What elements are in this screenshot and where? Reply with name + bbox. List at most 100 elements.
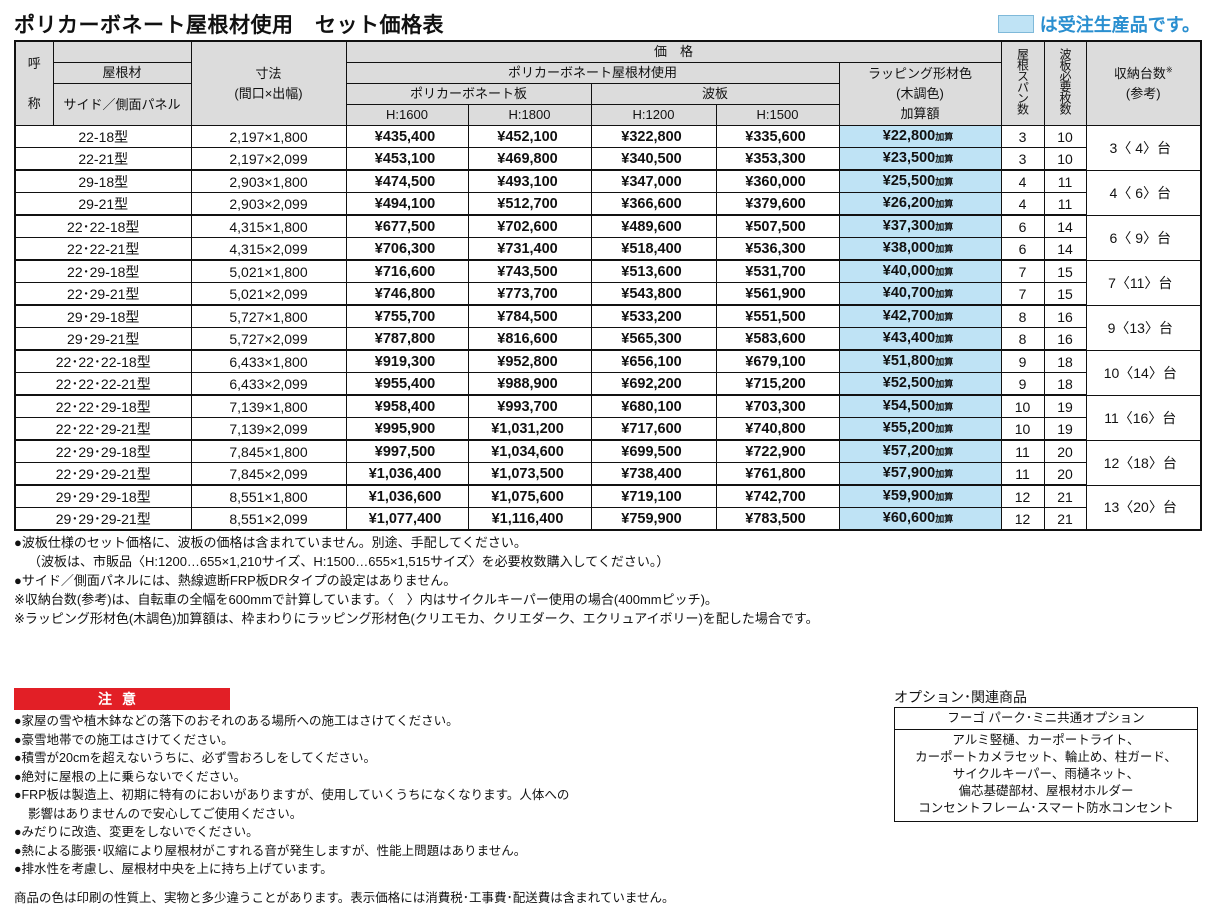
wrap-surcharge: ¥59,900加算: [838, 484, 1002, 508]
model-name: 22･22･29-21型: [14, 417, 192, 441]
storage-count: 11〈16〉台: [1085, 394, 1202, 441]
caution-item: ●絶対に屋根の上に乗らないでください。: [14, 769, 247, 784]
wrap-suffix: 加算: [935, 177, 954, 187]
wrap-value: ¥57,200: [882, 443, 936, 459]
roof-span-count: 9: [1000, 349, 1045, 373]
price-h1800: ¥1,073,500: [467, 462, 592, 486]
model-name: 22･29･29-18型: [14, 439, 192, 463]
wave-sheet-count: 19: [1043, 394, 1087, 418]
price-h1200: ¥322,800: [590, 125, 717, 148]
price-h1600: ¥494,100: [345, 192, 469, 216]
dimensions: 7,845×2,099: [190, 462, 347, 486]
caution-item: ●積雪が20cmを超えないうちに、必ず雪おろしをしてください。: [14, 751, 376, 765]
wave-sheet-count: 14: [1043, 214, 1087, 238]
price-h1800: ¥469,800: [467, 147, 592, 171]
header-h1600: H:1600: [345, 104, 469, 126]
note: ●波板仕様のセット価格に、波板の価格は含まれていません。別途、手配してください。: [14, 535, 527, 550]
wrap-suffix: 加算: [935, 357, 954, 367]
price-h1200: ¥489,600: [590, 214, 717, 238]
price-h1200: ¥717,600: [590, 417, 717, 441]
header-price: 価 格: [345, 40, 1002, 63]
header-poly-board: ポリカーボネート板: [345, 83, 592, 105]
price-h1500: ¥507,500: [715, 214, 840, 238]
options-line: サイクルキーパー、雨樋ネット、: [952, 767, 1140, 781]
options-line: カーポートカメラセット、輪止め、柱ガード、: [915, 750, 1177, 764]
price-h1200: ¥518,400: [590, 237, 717, 261]
wrap-value: ¥59,900: [882, 488, 936, 504]
wave-sheet-count: 18: [1043, 349, 1087, 373]
page-title: ポリカーボネート屋根材使用 セット価格表: [14, 14, 444, 37]
price-h1500: ¥715,200: [715, 372, 840, 396]
price-h1500: ¥679,100: [715, 349, 840, 373]
model-name: 22･22･22-21型: [14, 372, 192, 396]
roof-span-count: 7: [1000, 259, 1045, 283]
storage-count: 3〈 4〉台: [1085, 125, 1202, 171]
table-row: 29･29･29-21型 8,551×2,099 ¥1,077,400 ¥1,116,…: [14, 507, 1201, 531]
dimensions: 2,903×1,800: [190, 169, 347, 193]
table-row: 22･22･22-21型 6,433×2,099 ¥955,400 ¥988,900 ¥…: [14, 372, 1201, 396]
price-h1500: ¥561,900: [715, 282, 840, 306]
price-h1600: ¥1,036,600: [345, 484, 469, 508]
wrap-surcharge: ¥37,300加算: [838, 214, 1002, 238]
wave-sheet-count: 20: [1043, 439, 1087, 463]
price-h1500: ¥742,700: [715, 484, 840, 508]
price-h1200: ¥347,000: [590, 169, 717, 193]
table-row: 22･29-18型 5,021×1,800 ¥716,600 ¥743,500 ¥513…: [14, 259, 1202, 306]
footer-note: 商品の色は印刷の性質上、実物と多少違うことがあります。表示価格には消費税･工事費…: [14, 890, 675, 905]
wrap-value: ¥25,500: [882, 173, 936, 189]
roof-span-count: 3: [1000, 125, 1045, 148]
price-h1500: ¥722,900: [715, 439, 840, 463]
wrap-surcharge: ¥57,900加算: [838, 462, 1002, 486]
wrap-suffix: 加算: [935, 402, 954, 412]
price-h1800: ¥512,700: [467, 192, 592, 216]
price-h1600: ¥435,400: [345, 125, 469, 148]
table-row: 22･22･29-18型 7,139×1,800 ¥958,400 ¥993,700 ¥…: [14, 394, 1202, 441]
wrap-surcharge: ¥43,400加算: [838, 327, 1002, 351]
roof-span-count: 11: [1000, 439, 1045, 463]
storage-count: 6〈 9〉台: [1085, 214, 1202, 261]
price-h1800: ¥1,075,600: [467, 484, 592, 508]
roof-span-count: 4: [1000, 169, 1045, 193]
roof-span-count: 10: [1000, 417, 1045, 441]
price-h1500: ¥703,300: [715, 394, 840, 418]
price-h1200: ¥680,100: [590, 394, 717, 418]
wrap-value: ¥43,400: [882, 330, 936, 346]
header-h1800: H:1800: [467, 104, 592, 126]
wrap-suffix: 加算: [935, 424, 954, 434]
note: ※収納台数(参考)は、自転車の全幅を600mmで計算しています。〈 〉内はサイク…: [14, 592, 718, 607]
wrap-surcharge: ¥23,500加算: [838, 147, 1002, 171]
dimensions: 6,433×2,099: [190, 372, 347, 396]
price-h1600: ¥706,300: [345, 237, 469, 261]
table-row: 22･29-21型 5,021×2,099 ¥746,800 ¥773,700 ¥543…: [14, 282, 1201, 306]
storage-count: 13〈20〉台: [1085, 484, 1202, 531]
header-span: 屋根スパン数: [1000, 40, 1045, 126]
dimensions: 4,315×2,099: [190, 237, 347, 261]
wrap-suffix: 加算: [935, 492, 954, 502]
table-row: 22･22･22-18型 6,433×1,800 ¥919,300 ¥952,800 ¥…: [14, 349, 1202, 396]
header-roof: 屋根材: [52, 62, 192, 84]
dimensions: 2,197×2,099: [190, 147, 347, 171]
caution-heading: 注意: [14, 688, 230, 710]
wrap-value: ¥26,200: [882, 195, 936, 211]
price-h1600: ¥1,077,400: [345, 507, 469, 531]
price-h1600: ¥746,800: [345, 282, 469, 306]
wrap-value: ¥60,600: [882, 510, 936, 526]
wrap-surcharge: ¥25,500加算: [838, 169, 1002, 193]
wave-sheet-count: 10: [1043, 125, 1087, 148]
price-h1200: ¥699,500: [590, 439, 717, 463]
price-table-body: 22-18型 2,197×1,800 ¥435,400 ¥452,100 ¥322,80…: [14, 125, 1202, 531]
price-h1800: ¥816,600: [467, 327, 592, 351]
storage-count: 9〈13〉台: [1085, 304, 1202, 351]
price-h1200: ¥340,500: [590, 147, 717, 171]
price-h1200: ¥513,600: [590, 259, 717, 283]
wrap-value: ¥23,500: [882, 150, 936, 166]
wrap-suffix: 加算: [935, 132, 954, 142]
price-h1800: ¥452,100: [467, 125, 592, 148]
price-h1500: ¥360,000: [715, 169, 840, 193]
wrap-value: ¥55,200: [882, 420, 936, 436]
wave-sheet-count: 21: [1043, 507, 1087, 531]
wave-sheet-count: 14: [1043, 237, 1087, 261]
price-h1800: ¥1,031,200: [467, 417, 592, 441]
wrap-suffix: 加算: [935, 379, 954, 389]
dimensions: 8,551×2,099: [190, 507, 347, 531]
